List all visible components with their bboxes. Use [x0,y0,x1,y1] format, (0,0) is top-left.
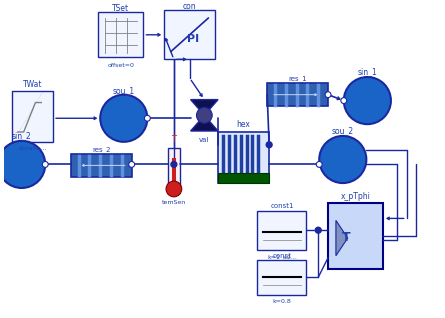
Circle shape [316,162,322,167]
Circle shape [0,141,45,188]
Text: con: con [183,2,196,11]
Circle shape [344,77,391,124]
Text: k=0.8: k=0.8 [272,299,291,304]
Bar [164,10,215,59]
Text: hex: hex [237,120,251,129]
Text: offset=0: offset=0 [107,63,134,68]
Polygon shape [190,115,218,131]
Bar [168,148,180,189]
Circle shape [341,98,347,104]
Circle shape [319,136,366,183]
Polygon shape [190,100,218,115]
Text: T: T [341,231,350,244]
Circle shape [145,115,150,121]
Circle shape [166,181,182,197]
Circle shape [42,162,48,167]
Text: sin_2: sin_2 [12,131,32,141]
Circle shape [325,92,331,98]
Bar [257,260,307,295]
Circle shape [316,227,321,233]
Text: res_2: res_2 [92,146,110,153]
Bar [257,211,307,250]
Circle shape [171,162,177,167]
Text: res_1: res_1 [288,76,307,82]
Circle shape [129,162,135,167]
Circle shape [266,142,272,148]
Bar [98,12,143,57]
Text: k=1_a2...: k=1_a2... [267,254,297,259]
Bar [218,132,269,183]
Text: temSen: temSen [162,200,186,205]
Text: sin_1: sin_1 [357,68,377,77]
Bar [172,157,176,189]
Bar [71,154,132,177]
Text: T: T [171,135,176,144]
Text: duratio...: duratio... [18,146,47,151]
Text: val: val [199,137,210,143]
Bar [12,91,53,142]
Polygon shape [336,220,348,256]
Circle shape [100,95,147,142]
Circle shape [197,107,212,123]
Text: sou_2: sou_2 [332,127,354,135]
Text: sou_1: sou_1 [113,86,135,95]
Bar [328,203,383,269]
Text: TSet: TSet [112,4,129,13]
Text: TWat: TWat [23,80,42,89]
Text: x_pTphi: x_pTphi [340,192,371,201]
Bar [218,173,269,183]
Text: const1: const1 [270,203,294,209]
Text: PI: PI [187,34,200,44]
Text: const: const [272,253,291,259]
Bar [267,83,328,107]
